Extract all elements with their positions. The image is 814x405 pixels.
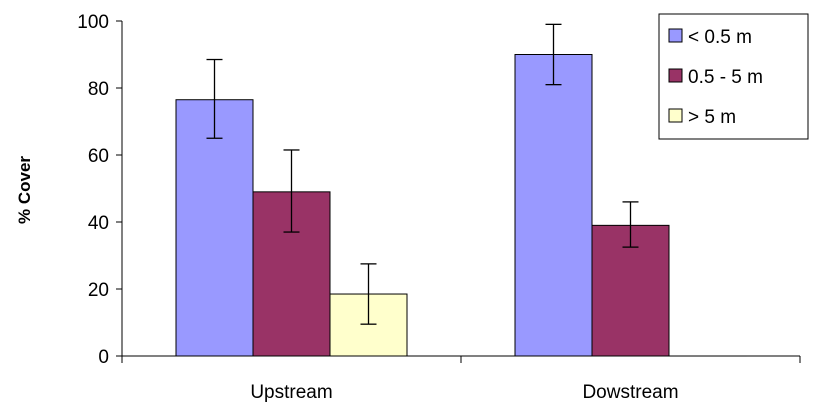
y-tick-label: 80 [88,79,109,100]
x-category-label: Dowstream [582,382,678,403]
legend-swatch [668,68,683,83]
y-axis-title: % Cover [15,156,34,224]
y-tick-label: 40 [88,213,109,234]
legend: < 0.5 m 0.5 - 5 m > 5 m [658,13,809,140]
bar [514,54,593,357]
legend-swatch [668,108,683,123]
legend-label: > 5 m [688,107,736,128]
y-tick-label: 20 [88,280,109,301]
legend-swatch [668,28,683,43]
bar [175,99,254,357]
y-tick-label: 100 [77,12,109,33]
legend-box [658,13,809,140]
legend-label: < 0.5 m [688,27,752,48]
x-category-label: Upstream [250,382,332,403]
y-tick-label: 0 [98,347,109,368]
y-tick-label: 60 [88,146,109,167]
legend-label: 0.5 - 5 m [688,67,763,88]
